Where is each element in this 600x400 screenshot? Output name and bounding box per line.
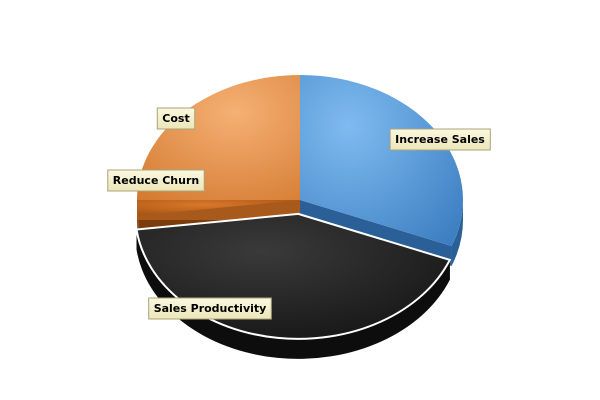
- label-cost: Cost: [156, 107, 196, 130]
- label-text-reduce-churn: Reduce Churn: [113, 174, 199, 187]
- label-increase-sales: Increase Sales: [389, 128, 491, 151]
- slice-labels: Increase Sales Sales Productivity Reduce C…: [107, 107, 491, 320]
- label-box-cost: [156, 107, 196, 130]
- label-text-sales-productivity: Sales Productivity: [154, 302, 267, 315]
- label-sales-productivity: Sales Productivity: [148, 297, 272, 320]
- label-box-increase-sales: [389, 128, 491, 151]
- label-box-sales-productivity: [148, 297, 272, 320]
- label-text-cost: Cost: [162, 112, 189, 125]
- slice-cost: [137, 75, 300, 200]
- slice-side-increase-sales: [451, 200, 463, 267]
- label-reduce-churn: Reduce Churn: [107, 169, 205, 192]
- label-text-increase-sales: Increase Sales: [395, 133, 485, 146]
- slice-reduce-churn: [137, 200, 300, 216]
- slice-increase-sales: [300, 75, 463, 247]
- label-box-reduce-churn: [107, 169, 205, 192]
